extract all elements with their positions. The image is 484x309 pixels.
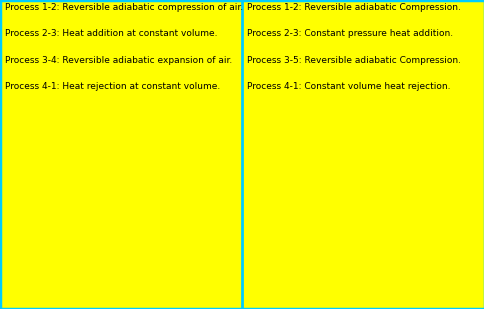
Polygon shape — [54, 104, 188, 279]
Text: 1: 1 — [434, 269, 442, 278]
Text: Isentropic Process: Isentropic Process — [80, 139, 162, 188]
Text: 2: 2 — [39, 220, 46, 230]
Text: Diesel Cycle: Diesel Cycle — [292, 140, 425, 158]
Text: Process 3-4: Reversible adiabatic expansion of air.: Process 3-4: Reversible adiabatic expans… — [5, 56, 232, 65]
Text: Process 2-3: Heat addition at constant volume.: Process 2-3: Heat addition at constant v… — [5, 29, 217, 38]
Text: 3: 3 — [39, 153, 46, 163]
Text: 2: 2 — [285, 170, 293, 180]
Text: 4: 4 — [434, 213, 442, 223]
Text: Volume: Volume — [103, 286, 149, 296]
Text: Otto Cycle: Otto Cycle — [60, 140, 173, 158]
Text: Process 1-2: Reversible adiabatic compression of air.: Process 1-2: Reversible adiabatic compre… — [5, 3, 242, 12]
Text: Presssure: Presssure — [11, 185, 21, 247]
Text: Process 3-5: Reversible adiabatic Compression.: Process 3-5: Reversible adiabatic Compre… — [247, 56, 460, 65]
Text: 1: 1 — [192, 269, 200, 278]
Text: Process 4-1: Constant volume heat rejection.: Process 4-1: Constant volume heat reject… — [247, 82, 450, 91]
Polygon shape — [301, 128, 430, 270]
Text: Process 2-3: Constant pressure heat addition.: Process 2-3: Constant pressure heat addi… — [247, 29, 453, 38]
Text: 4: 4 — [192, 200, 200, 210]
Text: 3: 3 — [377, 168, 384, 178]
Text: Process 4-1: Heat rejection at constant volume.: Process 4-1: Heat rejection at constant … — [5, 82, 220, 91]
Text: Process 1-2: Reversible adiabatic Compression.: Process 1-2: Reversible adiabatic Compre… — [247, 3, 460, 12]
Text: Pressure: Pressure — [253, 189, 263, 244]
Text: Isentropic
Process: Isentropic Process — [378, 152, 423, 197]
Text: Volume: Volume — [345, 286, 391, 296]
Text: Isentropic
Process: Isentropic Process — [291, 183, 332, 230]
